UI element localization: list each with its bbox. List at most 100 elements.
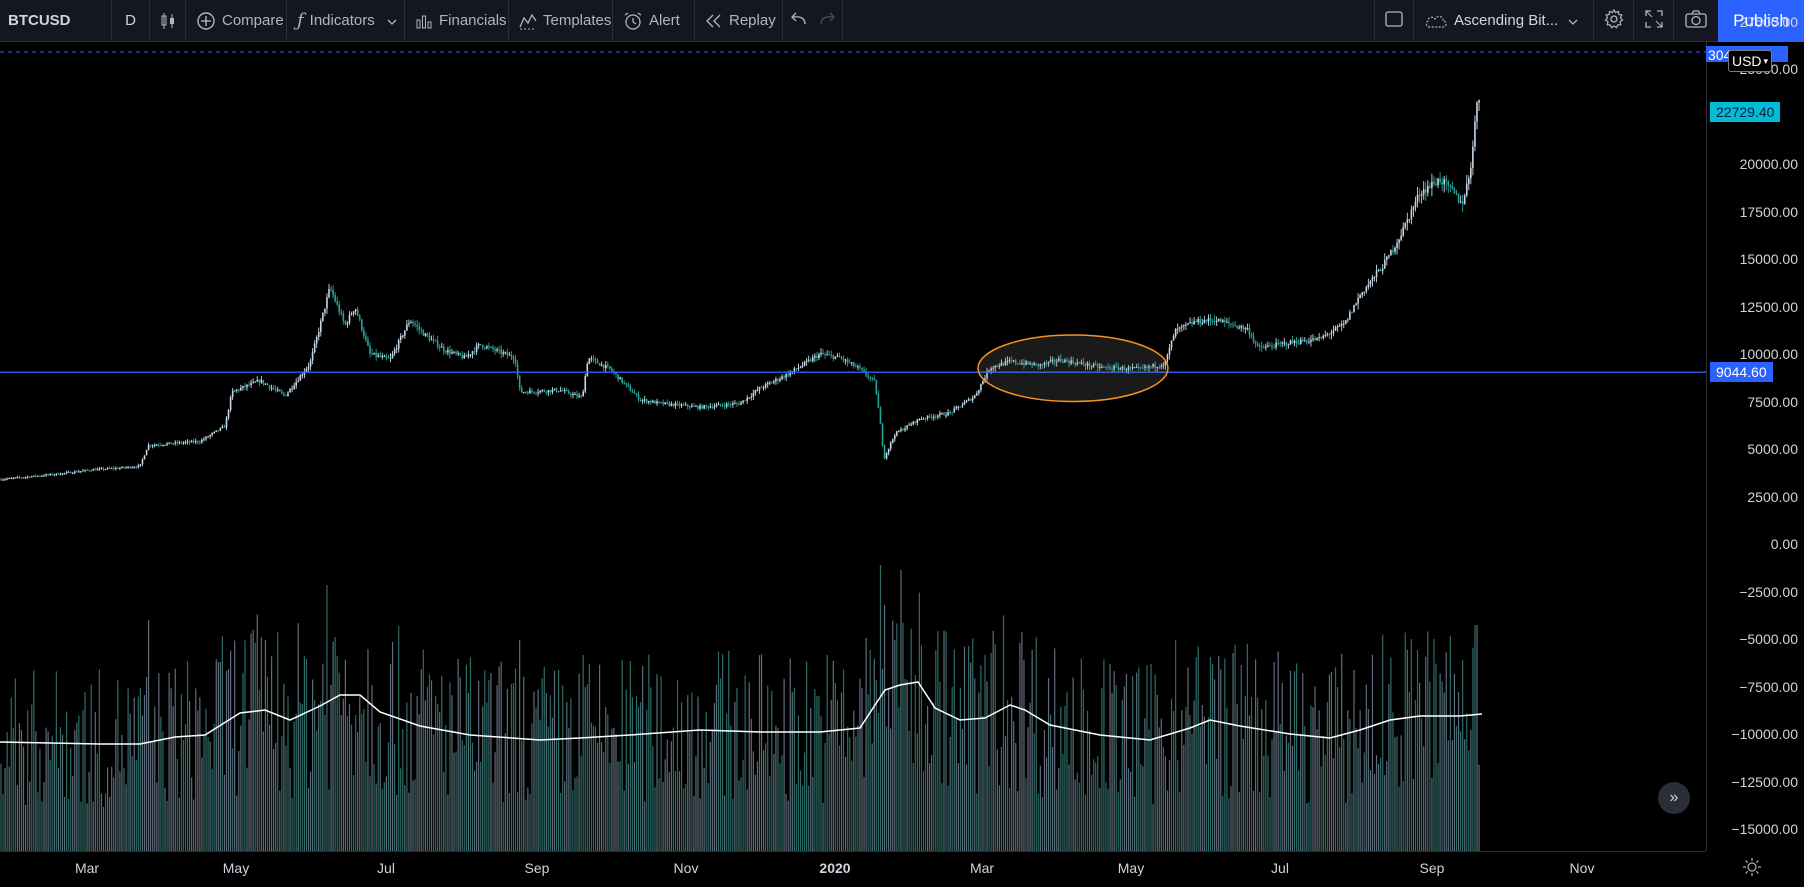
volume-bar — [258, 690, 260, 851]
volume-bar — [1298, 770, 1300, 851]
candle-body — [1379, 270, 1382, 272]
volume-bar — [1009, 787, 1011, 851]
candle-body — [1189, 322, 1191, 324]
candle-body — [756, 390, 759, 392]
candle-body — [695, 406, 697, 408]
candle-body — [223, 426, 226, 428]
currency-button[interactable]: USD ▾ — [1728, 50, 1772, 72]
highlight-ellipse[interactable] — [977, 334, 1169, 403]
candle-body — [1437, 178, 1439, 186]
volume-bar — [1357, 747, 1359, 851]
indicators-button[interactable]: ƒ Indicators — [287, 0, 379, 42]
candle-body — [1064, 359, 1066, 363]
volume-bar — [961, 729, 964, 851]
volume-bar — [350, 724, 353, 851]
volume-bar — [631, 697, 633, 851]
volume-bar — [1047, 678, 1050, 851]
candle-body — [313, 343, 316, 353]
volume-bar — [617, 761, 619, 851]
scroll-to-realtime-button[interactable]: » — [1658, 782, 1690, 814]
volume-bar — [756, 761, 759, 851]
candle-body — [74, 471, 76, 473]
volume-bar — [992, 630, 994, 851]
candle-body — [980, 384, 982, 390]
bar-chart-icon — [415, 12, 433, 30]
volume-bar — [707, 782, 709, 851]
templates-button[interactable]: Templates — [509, 0, 613, 42]
candle-body — [1099, 366, 1101, 368]
candle-body — [1377, 270, 1380, 272]
candle-body — [762, 387, 765, 389]
chart-type-button[interactable] — [150, 0, 186, 42]
compare-button[interactable]: Compare — [186, 0, 287, 42]
candle-body — [1351, 312, 1353, 314]
candle-body — [701, 405, 703, 409]
candle-body — [957, 406, 960, 408]
volume-bar — [86, 803, 88, 851]
volume-bar — [1113, 671, 1115, 851]
volume-bar — [1043, 730, 1046, 851]
publish-button[interactable]: Publish — [1718, 0, 1804, 42]
fullscreen-layout-button[interactable] — [1374, 0, 1414, 42]
candle-body — [18, 477, 21, 479]
volume-bar — [662, 781, 664, 851]
volume-bar — [273, 749, 275, 851]
layout-name-button[interactable]: Ascending Bit... — [1414, 0, 1594, 42]
volume-bar — [492, 782, 494, 851]
symbol-search[interactable]: BTCUSD — [0, 0, 112, 42]
candle-body — [738, 403, 740, 405]
alert-button[interactable]: Alert — [613, 0, 695, 42]
volume-bar — [1392, 712, 1394, 851]
candle-body — [16, 477, 19, 479]
candle-body — [570, 393, 572, 396]
candle-body — [84, 469, 86, 471]
indicators-dropdown[interactable] — [379, 0, 405, 42]
redo-button[interactable] — [813, 0, 843, 42]
fullscreen-button[interactable] — [1634, 0, 1674, 42]
candle-body — [1390, 250, 1392, 256]
candle-body — [990, 368, 992, 371]
candle-body — [1019, 363, 1021, 365]
price-scale[interactable]: 27500.0025000.0020000.0017500.0015000.00… — [1706, 14, 1804, 851]
volume-bar — [367, 649, 369, 851]
volume-bar — [1119, 779, 1121, 851]
scale-settings-button[interactable] — [1740, 857, 1764, 881]
volume-bar — [613, 727, 615, 851]
volume-bar — [1214, 679, 1216, 851]
volume-bar — [391, 641, 394, 851]
candle-body — [1461, 201, 1464, 205]
candle-body — [578, 395, 580, 397]
time-scale[interactable]: Mar May Jul Sep Nov 2020 Mar May Jul Sep Nov — [0, 851, 1706, 887]
volume-bar — [78, 715, 80, 851]
time-tick-label: Mar — [74, 860, 100, 876]
volume-bar — [892, 620, 894, 851]
candle-body — [1146, 366, 1148, 368]
price-chart[interactable] — [0, 42, 1706, 851]
financials-button[interactable]: Financials — [405, 0, 509, 42]
volume-bar — [717, 651, 720, 851]
volume-bar — [623, 790, 625, 851]
interval-selector[interactable]: D — [112, 0, 150, 42]
replay-button[interactable]: Replay — [695, 0, 783, 42]
volume-bar — [174, 668, 176, 851]
layout-name-label: Ascending Bit... — [1454, 12, 1559, 29]
candle-body — [713, 406, 716, 408]
volume-bar — [937, 630, 939, 851]
volume-bar — [439, 712, 441, 851]
volume-bar — [543, 666, 545, 851]
volume-bar — [289, 767, 291, 851]
volume-bar — [590, 722, 592, 851]
undo-button[interactable] — [783, 0, 813, 42]
candle-body — [287, 392, 289, 396]
volume-bar — [1238, 792, 1240, 851]
candle-body — [1181, 326, 1183, 328]
snapshot-button[interactable] — [1674, 0, 1718, 42]
volume-bar — [359, 696, 361, 851]
candle-body — [1211, 320, 1214, 322]
candle-body — [1103, 366, 1105, 368]
settings-button[interactable] — [1594, 0, 1634, 42]
candle-body — [668, 402, 671, 406]
candle-body — [158, 444, 160, 446]
volume-bar — [736, 687, 738, 851]
candle-body — [631, 390, 634, 393]
